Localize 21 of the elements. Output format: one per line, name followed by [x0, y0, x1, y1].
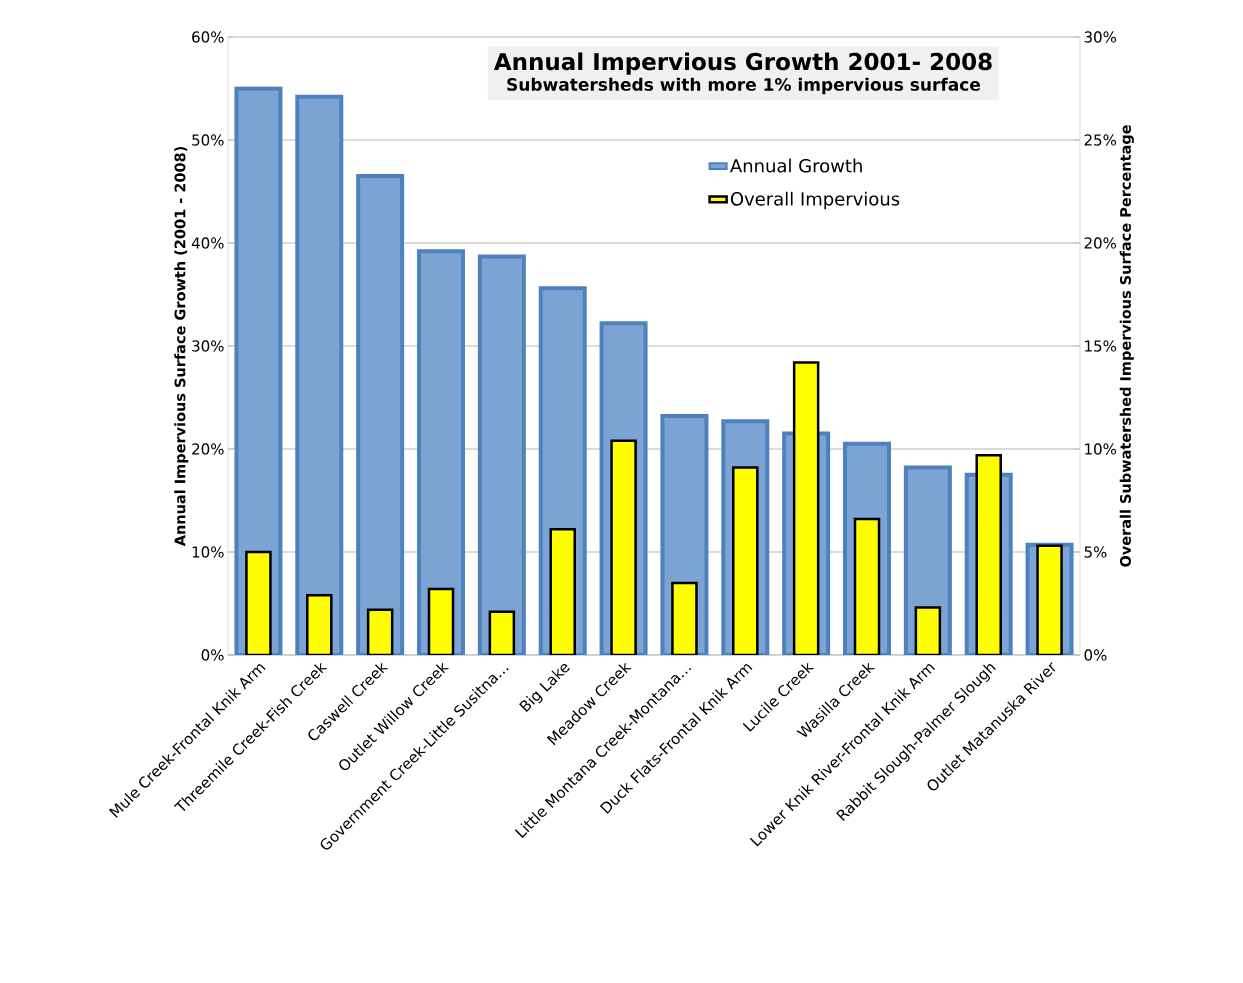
y-tick-label: 60%	[192, 31, 224, 43]
y-axis-title: Annual Impervious Surface Growth (2001 - 2008)	[174, 146, 189, 547]
text: Annual Impervious Growth 2001- 2008	[493, 52, 992, 75]
y2-axis-title: Overall Subwatershed Impervious Surface Percentage	[1119, 125, 1134, 567]
y2-tick-label: 30%	[1084, 31, 1117, 43]
y-tick-label: 30%	[192, 340, 224, 352]
y-tick-label: 20%	[192, 443, 224, 455]
legend-label: Overall Impervious	[730, 191, 900, 210]
bar	[853, 517, 881, 655]
y-tick-label: 10%	[192, 546, 224, 558]
y2-tick-label: 0%	[1084, 649, 1107, 661]
y-tick-label: 0%	[201, 649, 224, 661]
legend-label: Annual Growth	[730, 158, 862, 173]
y-tick-label: 50%	[192, 134, 224, 146]
y2-tick-label: 10%	[1085, 443, 1117, 455]
y2-tick-label: 5%	[1084, 546, 1107, 558]
y2-tick-label: 15%	[1085, 340, 1117, 352]
y-tick-label: 40%	[191, 237, 224, 249]
y2-tick-label: 25%	[1084, 134, 1117, 146]
text: Subwatersheds with more 1% impervious surface	[507, 77, 981, 95]
y2-tick-label: 20%	[1084, 237, 1117, 249]
